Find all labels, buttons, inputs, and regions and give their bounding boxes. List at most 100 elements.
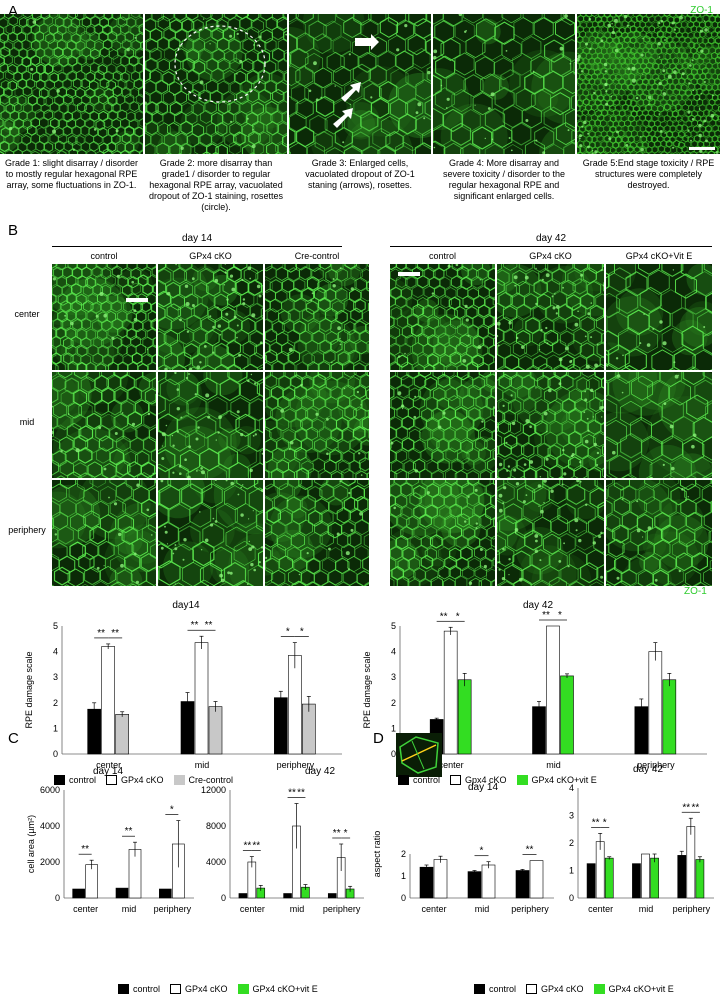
significance-marker: ** [81,844,89,855]
legend-item: control [118,984,160,994]
row-0-label: center [14,309,40,319]
x-tick-label: mid [122,904,137,914]
legend-item: Cre-control [173,775,233,785]
y-tick-label: 0 [401,893,406,903]
bar-gpx4-cko-vit-e-center [457,679,472,755]
legend-label: GPx4 cKO+vit E [608,984,674,994]
bar-control-mid [632,863,641,899]
bar-control-center [72,888,85,899]
grade-1-caption: Grade 1: slight disarray / disorder to m… [4,158,139,190]
legend-item: control [474,984,516,994]
bar-control-mid [532,706,546,755]
bar-control-center [238,893,248,899]
bar-gpx4-cko-mid [546,625,560,755]
y-tick-label: 0 [221,893,226,903]
grade-5-caption: Grade 5:End stage toxicity / RPE structu… [582,158,715,190]
bar-gpx4-cko-vit-e-center [604,857,614,899]
y-tick-label: 6000 [40,785,60,795]
grade-3-caption: Grade 3: Enlarged cells, vacuolated drop… [305,158,415,190]
legend-swatch [593,984,605,994]
x-tick-label: mid [195,760,210,770]
legend-swatch [450,775,462,785]
y-tick-label: 3 [53,672,58,682]
bar-control-mid [115,887,129,899]
legend-label: GPx4 cKO+vit E [531,775,597,785]
significance-marker: ** [97,628,105,639]
chart-title: day 42 [523,600,553,611]
y-tick-label: 8000 [206,821,226,831]
legend-swatch [170,984,182,994]
significance-marker: ** [111,628,119,639]
x-tick-label: center [96,760,121,770]
legend-item: GPx4 cKO+vit E [516,775,597,785]
bar-cre-control-mid [208,706,223,755]
panel-b-zo1-label: ZO-1 [684,586,707,597]
legend-swatch [173,775,185,785]
significance-marker: * [603,817,607,828]
legend-item: GPx4 cKO+vit E [237,984,318,994]
bar-gpx4-cko-vit-e-mid [650,857,659,899]
arrow-icons [333,34,379,128]
legend-label: GPx4 cKO [121,775,164,785]
bar-gpx4-cko-vit-e-periphery [695,859,705,899]
y-tick-label: 0 [569,893,574,903]
significance-marker: ** [191,620,199,631]
grade-4-micrograph [433,14,575,154]
bar-control-periphery [327,893,337,899]
x-tick-label: periphery [277,760,315,770]
x-tick-label: periphery [637,760,675,770]
day42-col-1-label: GPx4 cKO [529,251,572,261]
x-tick-label: periphery [673,904,711,914]
significance-marker: ** [333,828,341,839]
bar-gpx4-cko-center [101,646,115,755]
bar-control-periphery [677,855,687,899]
bar-control-periphery [274,697,288,755]
y-tick-label: 3 [391,672,396,682]
y-tick-label: 0 [55,893,60,903]
significance-marker: * [344,828,348,839]
y-tick-label: 4000 [206,857,226,867]
d42-mid-col1-micrograph [497,372,604,478]
legend-swatch [106,775,118,785]
x-tick-label: mid [639,904,654,914]
x-tick-label: center [588,904,613,914]
day42-col-2-label: GPx4 cKO+Vit E [625,251,693,261]
significance-marker: * [480,846,484,857]
legend-C: control GPx4 cKO GPx4 cKO+vit E [118,984,318,994]
significance-marker: * [558,610,562,621]
scale-bar [689,147,715,150]
significance-marker: ** [440,611,448,622]
legend-label: GPx4 cKO [541,984,584,994]
significance-marker: ** [288,788,296,799]
x-tick-label: periphery [511,904,549,914]
day42-col-0-label: control [428,251,456,261]
y-tick-label: 4000 [40,821,60,831]
significance-marker: ** [125,826,133,837]
legend-label: control [489,984,517,994]
legend-label: GPx4 cKO [185,984,228,994]
significance-marker: * [300,627,304,638]
bar-gpx4-cko-periphery [686,826,696,899]
day42-rule [390,246,712,247]
scale-bar [126,298,148,302]
legend-swatch [398,775,409,785]
legend-swatch [54,775,65,785]
y-tick-label: 4 [569,783,574,793]
x-tick-label: center [439,760,464,770]
grade-4-caption: Grade 4: More disarray and severe toxici… [442,158,566,201]
y-tick-label: 2 [401,849,406,859]
bar-control-periphery [515,870,530,899]
legend-item: Gpx4 cKO [450,775,507,785]
legend-B14: control GPx4 cKO Cre-control [54,775,233,785]
legend-item: GPx4 cKO+vit E [593,984,674,994]
panel-c-letter: C [8,730,19,747]
bar-control-center [419,866,434,899]
row-1-label: mid [19,417,35,427]
day14-col-1-label: GPx4 cKO [189,251,232,261]
grade-1-micrograph [0,14,143,154]
day14-header: day 14 [181,233,213,244]
grade-2-micrograph [145,14,287,154]
y-tick-label: 1 [401,871,406,881]
